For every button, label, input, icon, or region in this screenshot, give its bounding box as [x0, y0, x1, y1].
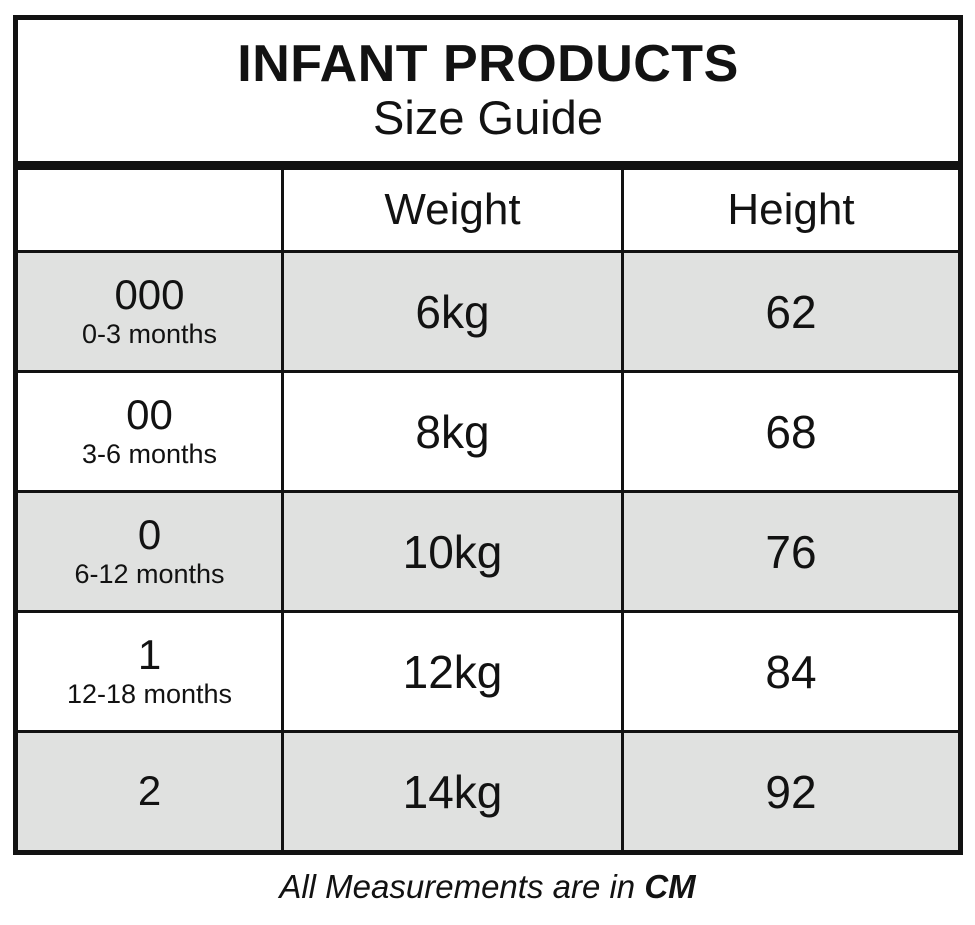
size-cell: 00 3-6 months	[18, 373, 284, 490]
header-cell-weight: Weight	[284, 170, 624, 250]
age-range: 3-6 months	[81, 439, 218, 470]
height-value: 76	[624, 493, 958, 610]
measurement-note: All Measurements are in CM	[0, 868, 975, 906]
size-cell: 2	[18, 733, 284, 850]
size-code: 2	[137, 767, 162, 815]
table-row-1: 1 12-18 months 12kg 84	[18, 613, 958, 733]
height-value: 68	[624, 373, 958, 490]
size-guide-table: INFANT PRODUCTS Size Guide Weight Height…	[13, 15, 963, 855]
page-subtitle: Size Guide	[373, 90, 603, 144]
height-value: 84	[624, 613, 958, 730]
table-row-2: 2 14kg 92	[18, 733, 958, 850]
weight-value: 12kg	[284, 613, 624, 730]
size-code: 0	[137, 511, 162, 559]
weight-value: 10kg	[284, 493, 624, 610]
weight-value: 14kg	[284, 733, 624, 850]
weight-value: 6kg	[284, 253, 624, 370]
size-cell: 000 0-3 months	[18, 253, 284, 370]
measurement-unit: CM	[644, 868, 696, 905]
weight-value: 8kg	[284, 373, 624, 490]
header-cell-size	[18, 170, 284, 250]
size-code: 000	[114, 271, 185, 319]
size-code: 00	[126, 391, 173, 439]
measurement-note-text: All Measurements are in	[279, 868, 645, 905]
age-range: 12-18 months	[66, 679, 233, 710]
size-cell: 1 12-18 months	[18, 613, 284, 730]
table-row-000: 000 0-3 months 6kg 62	[18, 253, 958, 373]
table-title-block: INFANT PRODUCTS Size Guide	[18, 20, 958, 170]
page-title: INFANT PRODUCTS	[237, 35, 739, 94]
table-row-00: 00 3-6 months 8kg 68	[18, 373, 958, 493]
size-cell: 0 6-12 months	[18, 493, 284, 610]
age-range: 6-12 months	[74, 559, 225, 590]
table-row-0: 0 6-12 months 10kg 76	[18, 493, 958, 613]
height-value: 92	[624, 733, 958, 850]
header-cell-height: Height	[624, 170, 958, 250]
table-header-row: Weight Height	[18, 170, 958, 253]
size-code: 1	[137, 631, 162, 679]
height-value: 62	[624, 253, 958, 370]
age-range: 0-3 months	[81, 319, 218, 350]
